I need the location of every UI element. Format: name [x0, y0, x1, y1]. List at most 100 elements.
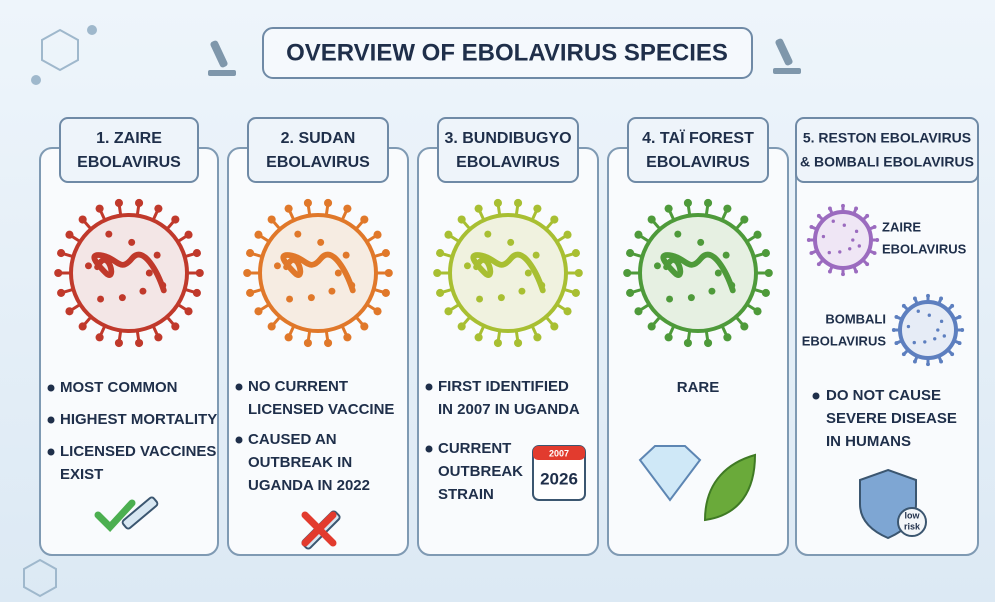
decor-molecule [23, 25, 97, 598]
bullet-text: EXIST [60, 466, 103, 483]
virus-spike-tip [634, 230, 643, 239]
virus-spike-tip [114, 338, 123, 348]
syringe-icon [121, 496, 159, 530]
virus-spike-tip [623, 268, 632, 278]
virus-spike-tip [891, 328, 896, 332]
calendar-year: 2026 [540, 469, 578, 488]
virus-spike-tip [704, 198, 713, 208]
bullet-text: DO NOT CAUSE [826, 387, 941, 404]
card-title: EBOLAVIRUS [266, 154, 370, 171]
virus-dot [273, 262, 281, 270]
virus-dot [722, 251, 730, 259]
virus-spike-tip [267, 322, 276, 331]
virus-spike-tip [753, 307, 762, 316]
virus-spike-tip [865, 213, 870, 218]
badge-text: low [905, 510, 921, 520]
bullet-text: NO CURRENT [248, 378, 348, 395]
virus-spike-tip [872, 224, 877, 229]
bullet-text: IN 2007 IN UGANDA [438, 401, 580, 418]
virus-spike-tip [950, 303, 955, 308]
virus-dot [708, 287, 716, 295]
virus-spike-tip [65, 307, 74, 316]
virus-spike-tip [664, 204, 673, 213]
virus-dot [666, 295, 674, 303]
bullet-text: STRAIN [438, 486, 494, 503]
virus-dot [851, 238, 855, 242]
virus-spike-tip [939, 359, 944, 364]
virus-spike-tip [78, 215, 87, 224]
virus-spike-tip [57, 249, 66, 258]
virus-spike-tip [827, 269, 832, 274]
title: OVERVIEW OF EBOLAVIRUS SPECIES [286, 39, 728, 66]
virus-spike-tip [192, 249, 201, 258]
virus-spike-tip [764, 268, 773, 278]
virus-spike-tip [254, 230, 263, 239]
virus-icon [806, 203, 880, 277]
virus-spike-tip [723, 333, 732, 342]
bullet-text: HIGHEST MORTALITY [60, 411, 217, 428]
virus-spike-tip [384, 268, 393, 278]
virus-icon [54, 198, 204, 348]
virus-spike-tip [683, 198, 692, 208]
virus-spike-tip [647, 322, 656, 331]
virus-dot [942, 334, 946, 338]
virus-dot [674, 230, 682, 238]
virus-spike-tip [901, 352, 906, 357]
virus-dot [927, 313, 931, 317]
bullet-text: OUTBREAK [438, 463, 523, 480]
bullet-text: CURRENT [438, 440, 511, 457]
virus-body [638, 213, 758, 333]
virus-spike-tip [474, 333, 483, 342]
virus-spike-tip [444, 230, 453, 239]
virus-spike-tip [246, 249, 255, 258]
virus-spike-tip [875, 238, 880, 242]
virus-spike-tip [135, 338, 144, 348]
bullet-dot [47, 384, 55, 392]
badge-text: risk [904, 521, 921, 531]
virus-spike-tip [457, 322, 466, 331]
virus-spike-tip [912, 359, 917, 364]
virus-spike-tip [626, 249, 635, 258]
virus-spike-tip [550, 215, 559, 224]
virus-spike-tip [957, 314, 962, 319]
virus-spike-tip [267, 215, 276, 224]
virus-spike-tip [753, 230, 762, 239]
virus-spike-tip [806, 238, 811, 242]
card-title: EBOLAVIRUS [646, 154, 750, 171]
virus-spike-tip [894, 341, 899, 346]
virus-spike-tip [184, 307, 193, 316]
virus-spike-tip [54, 268, 63, 278]
virus-dot [128, 238, 136, 246]
virus-spike-tip [324, 198, 333, 208]
virus-spike-tip [809, 251, 814, 256]
virus-dot [532, 251, 540, 259]
virus-spike-tip [243, 268, 252, 278]
bullet-text: OUTBREAK IN [248, 454, 352, 471]
virus-spike-tip [854, 206, 859, 211]
virus-dot [484, 230, 492, 238]
bullet-dot [235, 383, 243, 391]
virus-dot [518, 287, 526, 295]
virus-spike-tip [474, 204, 483, 213]
virus-spike-tip [154, 333, 163, 342]
virus-dot [936, 328, 940, 332]
virus-spike-tip [195, 268, 204, 278]
virus-dot [334, 269, 342, 277]
bullet-dot [425, 383, 433, 391]
card [607, 147, 789, 556]
virus-spike-tip [171, 215, 180, 224]
virus-spike-tip [809, 224, 814, 229]
virus-spike-tip [78, 322, 87, 331]
virus-label: EBOLAVIRUS [882, 241, 967, 256]
virus-dot [84, 262, 92, 270]
bullet-dot [425, 445, 433, 453]
card-title: 4. TAÏ FOREST [642, 129, 754, 147]
virus-spike-tip [343, 333, 352, 342]
virus-dot [923, 340, 927, 344]
virus-label: EBOLAVIRUS [802, 333, 887, 348]
virus-dot [153, 251, 161, 259]
virus-dot [939, 319, 944, 324]
virus-dot [842, 223, 846, 227]
check-icon [94, 499, 136, 533]
